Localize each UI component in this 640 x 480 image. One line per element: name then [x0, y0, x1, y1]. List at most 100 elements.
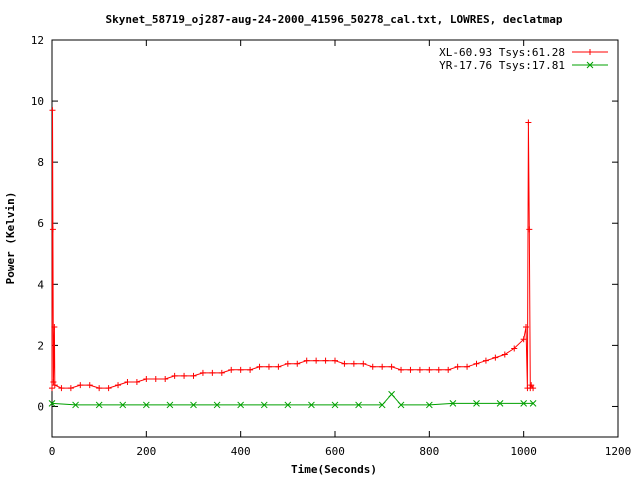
data-point	[530, 385, 537, 392]
data-point	[303, 357, 310, 364]
data-point	[523, 324, 530, 331]
data-point	[454, 363, 461, 370]
data-point	[237, 401, 245, 409]
data-point	[48, 400, 56, 407]
data-point	[133, 379, 140, 386]
data-point	[378, 401, 386, 409]
data-point	[379, 363, 386, 370]
x-tick-label: 1200	[605, 445, 632, 458]
data-point	[416, 366, 423, 373]
data-point	[464, 363, 471, 370]
data-point	[190, 372, 197, 379]
data-point	[72, 401, 79, 409]
data-point	[284, 360, 291, 367]
data-point	[449, 400, 457, 407]
data-point	[322, 357, 329, 364]
data-point	[247, 366, 254, 373]
x-tick-label: 200	[136, 445, 156, 458]
y-tick-label: 8	[37, 156, 44, 169]
data-point	[529, 400, 537, 407]
data-point	[350, 360, 357, 367]
series-1	[49, 107, 537, 392]
data-point	[105, 385, 112, 392]
data-point	[256, 363, 263, 370]
data-point	[190, 401, 197, 409]
x-tick-label: 600	[325, 445, 345, 458]
data-point	[332, 357, 338, 364]
x-axis-label: Time(Seconds)	[291, 463, 377, 476]
data-point	[492, 354, 499, 361]
data-point	[284, 401, 292, 409]
data-point	[331, 401, 339, 409]
data-point	[143, 375, 150, 382]
legend-marker	[587, 49, 593, 55]
data-point	[166, 401, 174, 409]
data-point	[526, 226, 533, 233]
data-point	[294, 360, 301, 367]
data-point	[152, 375, 159, 382]
y-tick-label: 4	[37, 278, 44, 291]
data-point	[341, 360, 348, 367]
data-point	[435, 366, 442, 373]
data-point	[50, 379, 57, 386]
data-point	[162, 375, 169, 382]
data-point	[115, 382, 122, 389]
data-point	[369, 363, 376, 370]
data-point	[77, 382, 84, 389]
data-point	[520, 400, 528, 407]
data-point	[496, 400, 504, 407]
data-point	[426, 366, 433, 373]
plot-frame	[51, 39, 619, 438]
data-point	[265, 363, 272, 370]
data-point	[209, 369, 216, 376]
data-point	[501, 351, 508, 358]
data-point	[525, 119, 532, 126]
data-point	[355, 401, 362, 409]
data-point	[275, 363, 282, 370]
x-axis: 0 200 400 600 800 1000 1200	[49, 40, 632, 458]
data-point	[51, 324, 58, 331]
y-tick-label: 10	[31, 95, 44, 108]
data-point	[260, 401, 268, 409]
data-point	[308, 401, 315, 409]
y-tick-label: 0	[37, 400, 44, 413]
data-point	[49, 385, 55, 392]
data-point	[119, 401, 127, 409]
data-point	[124, 379, 131, 386]
data-point	[67, 385, 74, 392]
data-point	[51, 382, 58, 389]
data-point	[171, 372, 178, 379]
data-point	[528, 382, 535, 389]
data-point	[213, 401, 221, 409]
data-point	[473, 360, 480, 367]
series-line	[51, 110, 534, 389]
data-point	[360, 360, 367, 367]
y-tick-label: 6	[37, 217, 44, 230]
x-tick-label: 1000	[510, 445, 537, 458]
x-tick-label: 800	[419, 445, 439, 458]
x-tick-label: 0	[49, 445, 56, 458]
data-point	[398, 366, 405, 373]
series-layer	[48, 107, 537, 409]
data-point	[199, 369, 206, 376]
data-point	[473, 400, 480, 407]
legend-label: XL-60.93 Tsys:61.28	[439, 46, 565, 59]
x-tick-label: 400	[231, 445, 251, 458]
data-point	[425, 401, 433, 409]
data-point	[237, 366, 244, 373]
data-point	[96, 385, 103, 392]
legend-marker	[586, 61, 594, 69]
data-point	[407, 366, 414, 373]
data-point	[388, 390, 395, 398]
data-point	[313, 357, 320, 364]
y-tick-label: 12	[31, 34, 44, 47]
y-axis-label: Power (Kelvin)	[4, 192, 17, 285]
data-point	[49, 107, 56, 114]
data-point	[445, 366, 452, 373]
data-point	[228, 366, 235, 373]
data-point	[397, 401, 405, 409]
data-point	[181, 372, 188, 379]
data-point	[482, 357, 489, 364]
data-point	[511, 345, 518, 352]
data-point	[86, 382, 93, 389]
